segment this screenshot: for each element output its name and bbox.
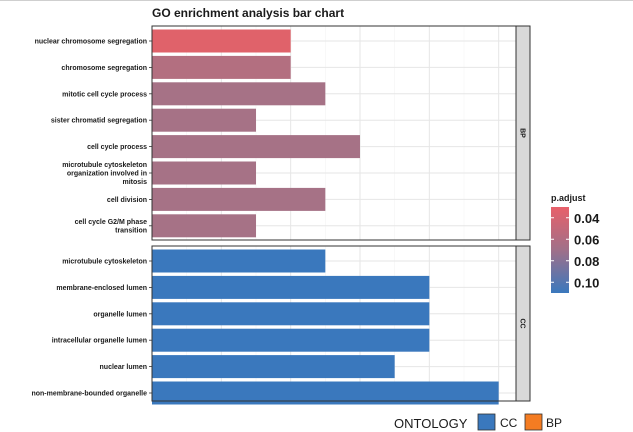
legend-label-cc: CC (500, 416, 518, 430)
y-tick-label: nuclear chromosome segregation (35, 39, 147, 46)
colorbar-title: p.adjust (551, 193, 586, 203)
bar-bp-4 (152, 135, 360, 159)
facet-panels: nuclear chromosome segregation chromosome… (31, 25, 531, 405)
legend-label-bp: BP (546, 416, 562, 430)
y-tick-label: microtubule cytoskeleton (62, 259, 147, 266)
facet-strip (515, 245, 531, 402)
colorbar-tick-label: 0.06 (574, 232, 599, 247)
bar-cc-4 (152, 355, 395, 379)
y-tick-label: non-membrane-bounded organelle (31, 391, 147, 398)
y-tick-label: intracellular organelle lumen (52, 338, 147, 345)
facet-strip-label: BP (519, 128, 526, 138)
facet-panel-bp: nuclear chromosome segregation chromosome… (35, 25, 531, 241)
bar-bp-1 (152, 55, 291, 79)
y-tick-label: chromosome segregation (61, 65, 147, 72)
y-tick-label: nuclear lumen (100, 364, 147, 371)
y-tick-label: organelle lumen (93, 311, 147, 318)
bar-cc-0 (152, 249, 326, 273)
facet-panel-cc: microtubule cytoskeleton membrane-enclose… (31, 245, 531, 405)
y-tick-label: membrane-enclosed lumen (56, 285, 147, 292)
bar-cc-1 (152, 275, 430, 299)
colorbar-gradient (551, 207, 569, 293)
facet-strip (515, 25, 531, 241)
y-tick-label: microtubule cytoskeleton organization inv… (62, 162, 147, 186)
y-tick-label: sister chromatid segregation (51, 118, 147, 125)
y-tick-label: cell division (107, 197, 147, 204)
facet-strip-label: CC (519, 318, 526, 328)
legend-key-bp (524, 413, 543, 431)
bar-cc-2 (152, 302, 430, 326)
bar-bp-5 (152, 161, 256, 185)
legend-key-cc (477, 413, 496, 431)
ontology-legend-title: ONTOLOGY (394, 416, 468, 431)
bar-bp-7 (152, 214, 256, 238)
bar-cc-5 (152, 381, 499, 405)
bar-cc-3 (152, 328, 430, 352)
bar-bp-0 (152, 29, 291, 53)
colorbar-tick-label: 0.10 (574, 275, 599, 290)
y-tick-label: mitotic cell cycle process (62, 91, 147, 98)
p-adjust-legend: p.adjust 0.04 0.06 0.08 0.10 (551, 193, 600, 293)
chart-title: GO enrichment analysis bar chart (152, 6, 344, 20)
colorbar-tick-label: 0.08 (574, 254, 599, 269)
bar-bp-6 (152, 187, 326, 211)
ontology-legend: ONTOLOGY CC BP (394, 413, 562, 431)
colorbar-tick-label: 0.04 (574, 211, 600, 226)
y-tick-label: cell cycle process (87, 144, 147, 151)
bar-bp-2 (152, 82, 326, 106)
y-tick-label: cell cycle G2/M phase transition (75, 219, 147, 235)
bar-bp-3 (152, 108, 256, 132)
